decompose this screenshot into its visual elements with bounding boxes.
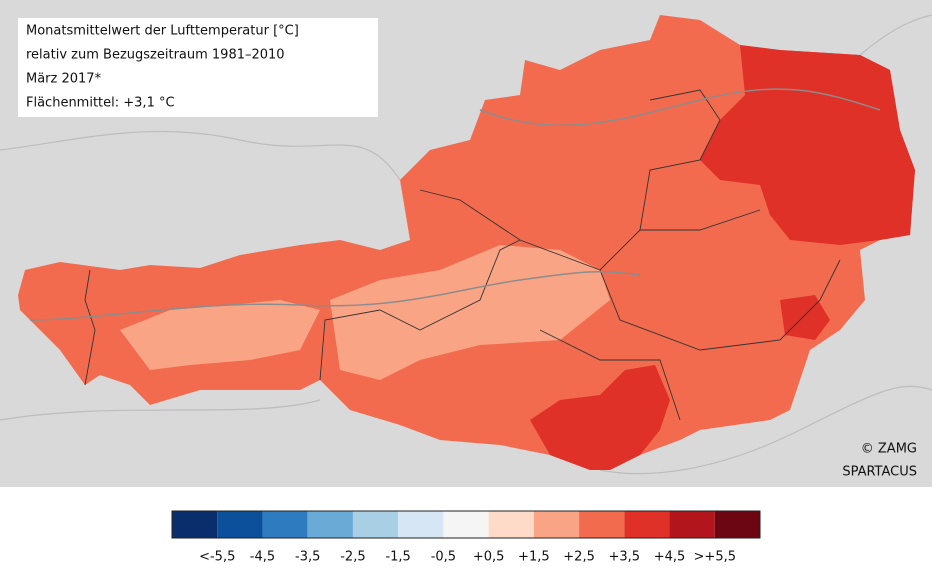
legend-swatch xyxy=(262,511,308,538)
info-line: März 2017* xyxy=(26,72,102,87)
legend-swatch xyxy=(488,511,534,538)
credit: © ZAMG xyxy=(861,442,917,457)
legend-label: +4,5 xyxy=(654,550,686,565)
legend-label: -0,5 xyxy=(431,550,456,565)
legend-label: +0,5 xyxy=(473,550,505,565)
info-line: relativ zum Bezugszeitraum 1981–2010 xyxy=(26,48,285,63)
legend-frame xyxy=(171,510,761,539)
info-box xyxy=(18,18,378,117)
legend-swatch xyxy=(398,511,444,538)
legend: <-5,5 -4,5 -3,5 -2,5 -1,5 -0,5 +0,5 +1,5 +2,5 +3,… xyxy=(171,510,761,565)
legend-swatch xyxy=(624,511,670,538)
legend-swatch xyxy=(669,511,715,538)
legend-swatch xyxy=(443,511,489,538)
legend-label: -3,5 xyxy=(295,550,320,565)
neighbour-borders xyxy=(0,14,932,475)
warm-region xyxy=(780,295,830,340)
legend-label: +2,5 xyxy=(563,550,595,565)
legend-swatch xyxy=(352,511,399,538)
legend-label: +1,5 xyxy=(518,550,550,565)
rivers xyxy=(29,88,881,321)
warm-region xyxy=(700,45,915,245)
info-line: Flächenmittel: +3,1 °C xyxy=(26,96,175,111)
legend-label: +3,5 xyxy=(609,550,641,565)
legend-label: -1,5 xyxy=(385,550,410,565)
warm-region xyxy=(530,365,670,470)
state-borders xyxy=(84,89,841,421)
credit: SPARTACUS xyxy=(842,465,917,480)
legend-swatch xyxy=(307,511,353,538)
legend-label: -4,5 xyxy=(250,550,275,565)
info-line: Monatsmittelwert der Lufttemperatur [°C] xyxy=(26,24,299,39)
legend-label: >+5,5 xyxy=(694,550,736,565)
legend-label: -2,5 xyxy=(340,550,365,565)
legend-swatch xyxy=(579,511,625,538)
mild-region xyxy=(120,300,320,370)
legend-swatch xyxy=(172,511,218,538)
legend-label: <-5,5 xyxy=(199,550,235,565)
legend-swatch xyxy=(533,511,580,538)
legend-swatch xyxy=(714,511,760,538)
mild-region xyxy=(330,245,610,380)
legend-swatch xyxy=(217,511,263,538)
